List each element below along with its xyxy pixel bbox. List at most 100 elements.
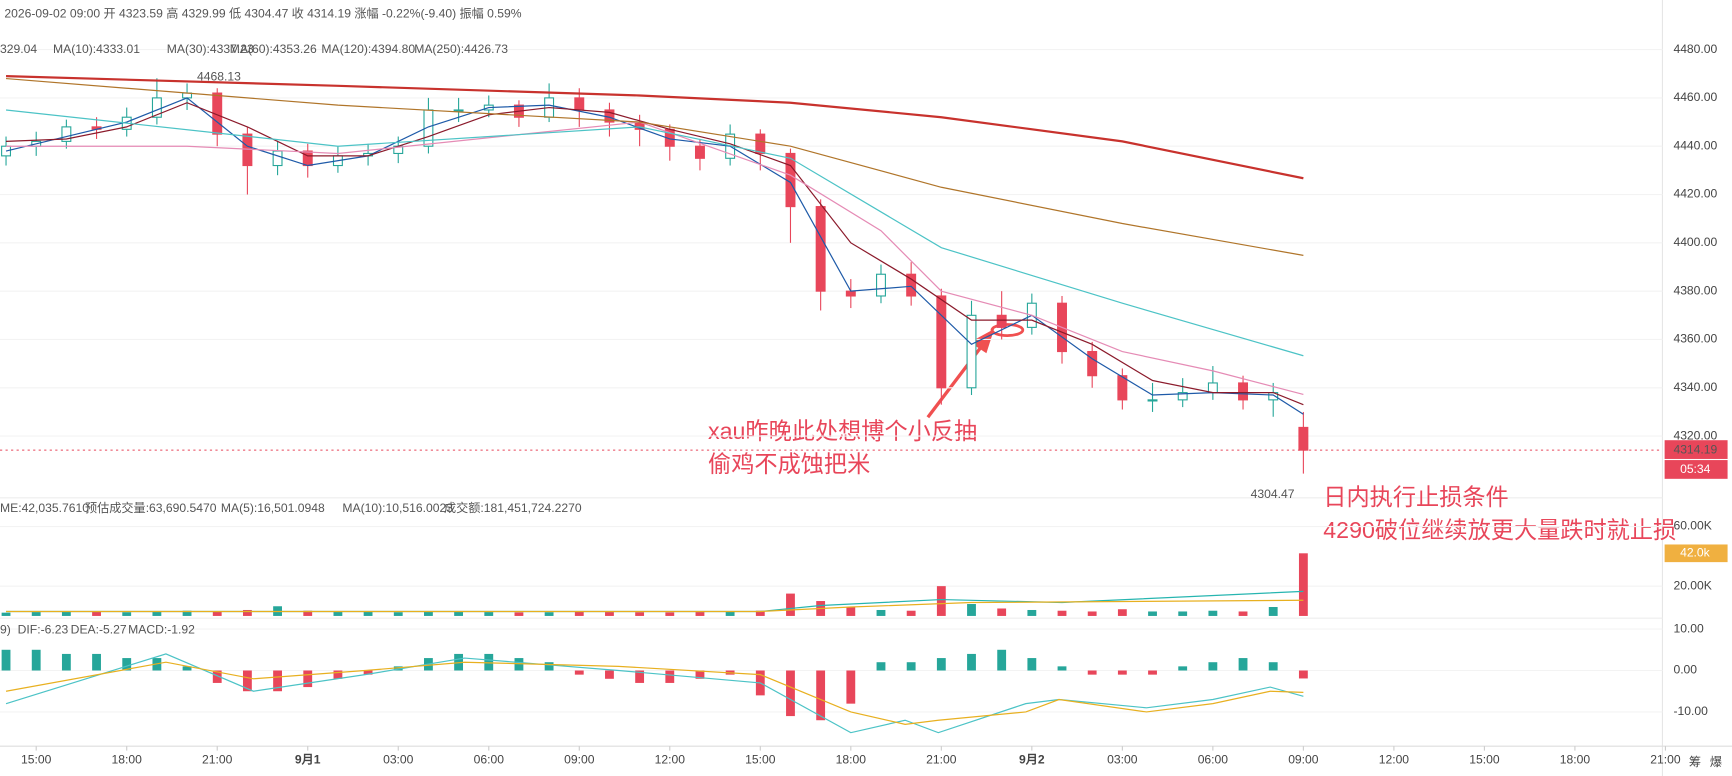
ma-line [6, 121, 1304, 396]
volume-bar [61, 611, 71, 616]
macd-bar [242, 670, 252, 692]
volume-bar [333, 611, 343, 616]
legend-entry: ME:42,035.7610 [0, 501, 89, 515]
x-tick-label: 18:00 [836, 753, 867, 767]
volume-bar [906, 610, 916, 616]
y-tick-label: 10.00 [1673, 621, 1704, 635]
volume-bar [876, 609, 886, 616]
annotation: 偷鸡不成蚀把米 [708, 451, 870, 477]
volume-bar [1057, 610, 1067, 616]
volume-tag [1664, 544, 1728, 563]
macd-bar [333, 670, 343, 679]
x-tick-label: 21:00 [202, 753, 233, 767]
macd-bar [92, 653, 101, 671]
macd-bar [514, 658, 524, 671]
header: 2026-09-02 09:00 开 4323.59 高 4329.99 低 4… [4, 6, 521, 21]
legend-entry: 329.04 [0, 42, 37, 56]
macd-bar [182, 666, 192, 671]
x-tick-label: 06:00 [474, 753, 505, 767]
macd-bar [1057, 666, 1067, 671]
price-tag-label: 4314.19 [1673, 442, 1717, 456]
x-tick-label: 03:00 [1107, 753, 1138, 767]
macd-bar [61, 653, 71, 671]
ma-line [5, 653, 1304, 734]
volume-bar [997, 608, 1007, 616]
volume-bar [363, 611, 373, 616]
volume-bar [152, 611, 162, 616]
volume-bar [725, 611, 735, 616]
candle-body [936, 295, 947, 389]
volume-bar [1117, 609, 1127, 616]
legend-entry: DIF:-6.23 [18, 622, 69, 636]
macd-bar [363, 670, 373, 675]
volume-bar [31, 612, 41, 616]
legend-entry: MA(10):10,516.0023 [342, 501, 453, 515]
y-tick-label: 4320.00 [1673, 428, 1717, 442]
x-tick-label: 09:00 [564, 753, 595, 767]
macd-bar [1178, 666, 1188, 671]
volume-bar [1027, 609, 1037, 616]
candle-body [876, 273, 886, 297]
volume-bar [92, 611, 101, 616]
y-tick-label: 4380.00 [1673, 283, 1717, 297]
macd-bar [273, 670, 282, 692]
macd-bar [31, 649, 41, 671]
macd-bar [574, 670, 584, 675]
volume-bar [1268, 607, 1278, 616]
legend-entry: MA(5):16,501.0948 [221, 501, 325, 515]
legend-entry: 9) [0, 622, 11, 636]
candle-body [1177, 392, 1188, 401]
macd-bar [906, 662, 916, 671]
candle-body [1298, 426, 1309, 451]
macd-bar [544, 662, 554, 671]
candle-body [61, 126, 72, 142]
candle-body [1117, 375, 1128, 401]
volume-bar [1208, 610, 1218, 616]
x-tick-label: 15:00 [745, 753, 776, 767]
low-marker: 4304.47 [1251, 487, 1295, 501]
ma-line [6, 102, 1304, 406]
y-tick-label: 4420.00 [1673, 187, 1717, 201]
volume-bar [665, 612, 675, 616]
candle-body [755, 133, 766, 155]
volume-bar [454, 611, 464, 616]
x-tick-label: 15:00 [21, 753, 52, 767]
x-tick-label: 15:00 [1469, 753, 1500, 767]
legend-entry: DEA:-5.27 [71, 622, 127, 636]
macd-bar [484, 653, 494, 671]
volume-bar [1238, 611, 1248, 616]
candle-body [845, 290, 856, 297]
plot: 4480.00 4460.00 4440.00 4420.00 4400.00 4380.… [0, 42, 1728, 767]
legend-entry: MA(250):4426.73 [414, 42, 508, 56]
y-tick-label: 4480.00 [1673, 42, 1717, 56]
ma-line [6, 599, 1304, 613]
legend-entry: MACD:-1.92 [128, 622, 195, 636]
volume-bar [242, 609, 252, 616]
candle-body [906, 273, 917, 297]
volume-tag-label: 42.0k [1680, 546, 1711, 560]
volume-bar [424, 611, 433, 616]
macd-bar [303, 670, 313, 688]
candle-body [1147, 399, 1158, 402]
candle-body [1087, 350, 1098, 377]
arrow-head [969, 328, 995, 354]
volume-bar [695, 612, 705, 616]
y-tick-label: 60.00K [1673, 519, 1711, 533]
x-tick-label: 21:00 [926, 753, 957, 767]
ma-line [5, 661, 1304, 725]
countdown: 05:34 [1680, 462, 1711, 476]
legend-entry: MA(10):4333.01 [53, 42, 140, 56]
volume-bar [635, 612, 645, 616]
macd-bar [605, 670, 614, 679]
candle-body [1238, 382, 1249, 401]
macd-bar [1208, 662, 1218, 671]
volume-bar [484, 612, 494, 616]
legend-entry: MA(120):4394.80 [321, 42, 415, 56]
macd-bar [1, 649, 11, 671]
y-tick-label: -10.00 [1673, 704, 1708, 718]
macd-bar [635, 670, 645, 683]
macd-bar [1117, 670, 1127, 675]
side-icon[interactable]: 筹 [1689, 755, 1701, 769]
side-icon[interactable]: 爆 [1710, 755, 1722, 769]
